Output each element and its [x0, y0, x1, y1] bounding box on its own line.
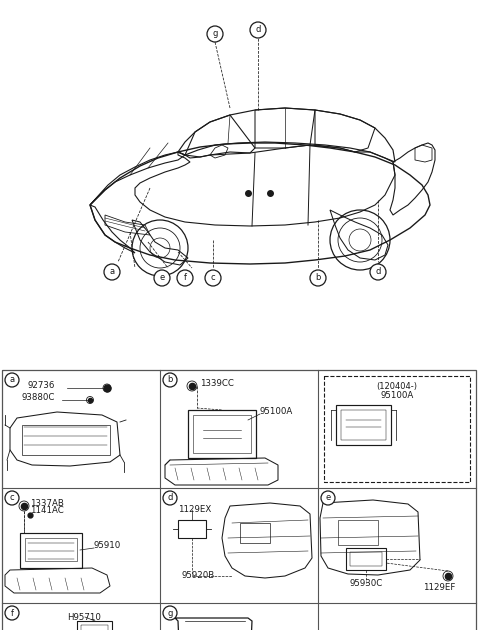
Text: f: f	[11, 609, 13, 617]
Bar	[2, 370, 476, 630]
Text: 1141AC: 1141AC	[30, 506, 64, 515]
Bar	[338, 520, 378, 545]
Text: 95100A: 95100A	[380, 391, 414, 401]
Bar	[324, 376, 470, 482]
Text: b: b	[168, 375, 173, 384]
Text: f: f	[183, 273, 187, 282]
Text: 95930C: 95930C	[350, 578, 383, 588]
Text: g: g	[212, 30, 218, 38]
Text: c: c	[10, 493, 14, 503]
Circle shape	[205, 270, 221, 286]
Bar	[346, 548, 386, 570]
Circle shape	[370, 264, 386, 280]
Bar	[188, 410, 256, 458]
Text: a: a	[10, 375, 14, 384]
Circle shape	[163, 606, 177, 620]
Bar	[193, 415, 251, 453]
Text: 93880C: 93880C	[22, 394, 55, 403]
Text: 1337AB: 1337AB	[30, 500, 64, 508]
Circle shape	[207, 26, 223, 42]
Text: H95710: H95710	[67, 612, 101, 622]
Bar	[77, 621, 112, 630]
Bar	[240, 523, 270, 543]
Circle shape	[163, 491, 177, 505]
Bar	[25, 538, 77, 561]
Circle shape	[250, 22, 266, 38]
Circle shape	[5, 491, 19, 505]
Bar	[341, 410, 386, 440]
Text: d: d	[255, 25, 261, 35]
Text: d: d	[168, 493, 173, 503]
Bar	[178, 520, 206, 538]
Text: 1129EF: 1129EF	[423, 583, 456, 592]
Circle shape	[154, 270, 170, 286]
Text: b: b	[315, 273, 321, 282]
Circle shape	[310, 270, 326, 286]
Circle shape	[177, 270, 193, 286]
Text: 92736: 92736	[27, 381, 54, 389]
Text: a: a	[109, 268, 115, 277]
Text: d: d	[375, 268, 381, 277]
Bar	[20, 533, 82, 568]
Bar	[336, 405, 391, 445]
Text: c: c	[211, 273, 216, 282]
Bar	[22, 425, 110, 455]
Circle shape	[104, 264, 120, 280]
Bar	[350, 552, 382, 566]
Circle shape	[321, 491, 335, 505]
Text: g: g	[168, 609, 173, 617]
Bar	[81, 625, 108, 630]
Text: e: e	[159, 273, 165, 282]
Text: e: e	[325, 493, 331, 503]
Circle shape	[5, 373, 19, 387]
Text: 95910: 95910	[94, 542, 121, 551]
Text: 95100A: 95100A	[260, 408, 293, 416]
Text: (120404-): (120404-)	[376, 382, 418, 391]
Text: 1129EX: 1129EX	[178, 505, 211, 515]
Text: 95920B: 95920B	[182, 571, 215, 580]
Circle shape	[163, 373, 177, 387]
Text: 1339CC: 1339CC	[200, 379, 234, 389]
Circle shape	[5, 606, 19, 620]
